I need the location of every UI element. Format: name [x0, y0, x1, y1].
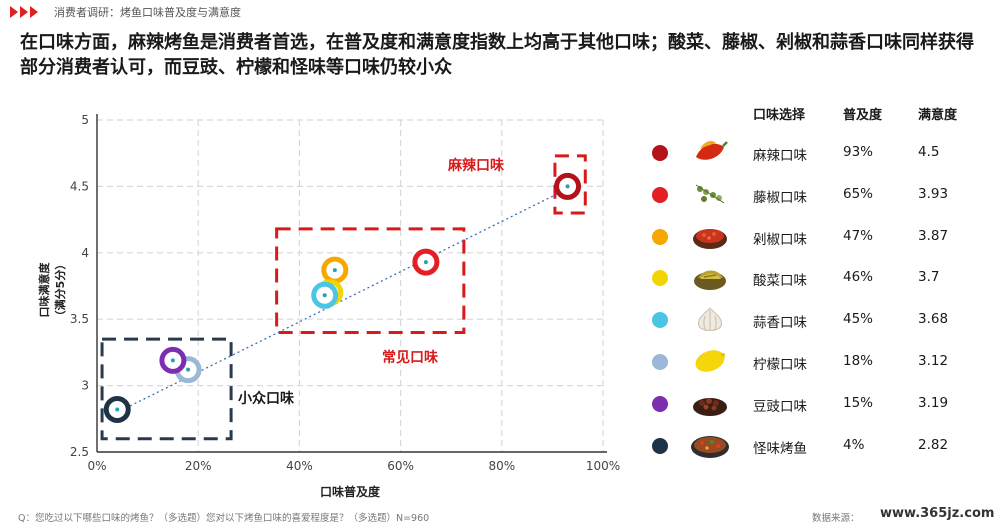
table-header: 满意度	[918, 108, 958, 123]
table-row: 麻辣口味 93% 4.5	[640, 134, 980, 170]
point-center	[565, 184, 570, 189]
table-row: 怪味烤鱼 4% 2.82	[640, 427, 980, 463]
popularity-value: 18%	[843, 353, 874, 369]
y-tick-label: 3	[81, 379, 89, 393]
flavor-name: 怪味烤鱼	[753, 440, 807, 457]
annotation-label-spicy: 麻辣口味	[447, 157, 504, 174]
satisfaction-value: 3.19	[918, 394, 949, 411]
data-point	[103, 396, 131, 424]
lemon-icon	[690, 346, 730, 376]
satisfaction-value: 3.12	[918, 353, 949, 369]
annotation-label-niche: 小众口味	[238, 390, 294, 407]
data-point	[159, 346, 187, 374]
data-point	[311, 281, 339, 309]
point-center	[115, 407, 120, 412]
y-tick-label: 5	[81, 113, 89, 127]
footer-source: 数据来源：	[812, 513, 860, 524]
table-row: 柠檬口味 18% 3.12	[640, 343, 980, 379]
x-tick-label: 60%	[387, 459, 414, 473]
y-tick-label: 4.5	[70, 179, 89, 193]
data-point	[321, 256, 349, 284]
satisfaction-value: 3.93	[918, 185, 949, 202]
point-center	[423, 260, 428, 265]
legend-dot-icon	[652, 228, 668, 245]
point-center	[322, 293, 327, 298]
popularity-value: 47%	[843, 227, 874, 244]
pickled-vegetable-icon	[690, 262, 730, 292]
legend-dot-icon	[652, 354, 668, 370]
satisfaction-value: 2.82	[918, 436, 949, 453]
y-tick-label: 2.5	[70, 445, 89, 459]
annotation-label-common: 常见口味	[382, 349, 438, 366]
flavor-name: 麻辣口味	[753, 148, 807, 164]
flavor-name: 藤椒口味	[753, 189, 807, 206]
flavor-name: 柠檬口味	[753, 357, 807, 373]
fish-dish-icon	[690, 430, 730, 460]
legend-dot-icon	[652, 312, 668, 329]
annotation-box-common	[275, 227, 466, 334]
green-pepper-icon	[690, 179, 730, 209]
satisfaction-value: 3.87	[918, 227, 949, 244]
table-row: 豆豉口味 15% 3.19	[640, 385, 980, 421]
flavor-name: 豆豉口味	[753, 398, 807, 415]
y-tick-label: 4	[81, 246, 89, 260]
data-point	[412, 248, 440, 276]
point-center	[186, 367, 191, 372]
chopped-chili-bowl-icon	[690, 221, 730, 251]
popularity-value: 4%	[843, 436, 865, 453]
footer-question: Q：您吃过以下哪些口味的烤鱼？（多选题）您对以下烤鱼口味的喜爱程度是？（多选题）…	[18, 513, 430, 524]
flavor-name: 剁椒口味	[753, 231, 807, 248]
table-row: 蒜香口味 45% 3.68	[640, 301, 980, 337]
legend-dot-icon	[652, 395, 668, 412]
table-row: 酸菜口味 46% 3.7	[640, 259, 980, 295]
point-center	[170, 358, 175, 363]
popularity-value: 93%	[843, 144, 874, 160]
satisfaction-value: 3.7	[918, 269, 940, 286]
watermark: www.365jz.com	[880, 506, 995, 521]
table-header: 口味选择	[753, 108, 806, 123]
legend-dot-icon	[652, 437, 668, 454]
data-point	[554, 172, 582, 200]
top-bar: 消费者调研：烤鱼口味普及度与满意度	[10, 4, 241, 20]
scatter-chart: 0% 20% 40% 60% 80% 100% 2.5 3 3.5 4 4.5 5 口味普及度 口味满意度…	[37, 113, 620, 499]
x-axis-label: 口味普及度	[320, 484, 381, 499]
garlic-icon	[690, 304, 730, 334]
x-tick-label: 100%	[586, 459, 620, 473]
table-header: 普及度	[843, 108, 883, 123]
y-axis-label: 口味满意度 （满分5分）	[37, 259, 67, 322]
popularity-value: 15%	[843, 394, 874, 411]
x-tick-label: 40%	[286, 459, 313, 473]
x-tick-label: 0%	[87, 459, 106, 473]
legend-dot-icon	[652, 270, 668, 287]
flavor-name: 酸菜口味	[753, 273, 807, 290]
satisfaction-value: 4.5	[918, 144, 940, 160]
legend-dot-icon	[652, 186, 668, 203]
table-row: 剁椒口味 47% 3.87	[640, 218, 980, 254]
x-tick-label: 20%	[185, 459, 212, 473]
flavor-name: 蒜香口味	[753, 315, 807, 332]
point-center	[332, 268, 337, 273]
legend-dot-icon	[652, 145, 668, 161]
popularity-value: 65%	[843, 185, 874, 202]
popularity-value: 45%	[843, 311, 874, 328]
breadcrumb: 消费者调研：烤鱼口味普及度与满意度	[54, 6, 241, 19]
chili-pepper-icon	[690, 137, 730, 167]
chevron-arrows-icon	[10, 6, 50, 18]
annotation-box-niche	[100, 337, 233, 441]
page-headline: 在口味方面，麻辣烤鱼是消费者首选，在普及度和满意度指数上均高于其他口味；酸菜、藤…	[20, 32, 974, 78]
black-bean-icon	[690, 388, 730, 418]
satisfaction-value: 3.68	[918, 311, 949, 328]
y-tick-label: 3.5	[70, 312, 89, 326]
x-tick-label: 80%	[488, 459, 515, 473]
popularity-value: 46%	[843, 269, 874, 286]
table-row: 藤椒口味 65% 3.93	[640, 176, 980, 212]
